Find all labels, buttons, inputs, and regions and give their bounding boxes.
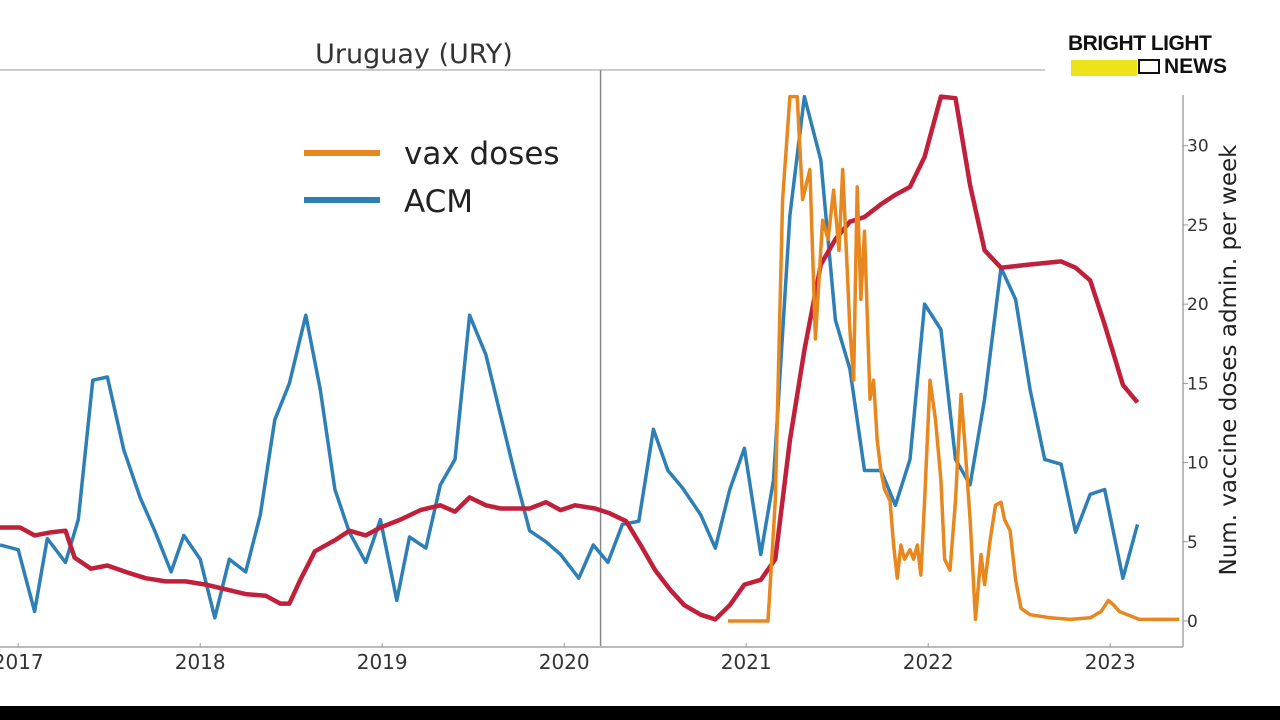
chart-title: Uruguay (URY): [315, 39, 513, 70]
bottom-bar: [0, 706, 1280, 720]
y-tick-label: 5: [1187, 533, 1198, 553]
bright-light-news-logo: BRIGHT LIGHT NEWS: [1068, 32, 1243, 80]
y-tick-label: 10: [1187, 454, 1209, 474]
x-tick-label: 2020: [539, 650, 590, 674]
legend-label-vax: vax doses: [404, 136, 560, 172]
x-tick-label: 2018: [175, 650, 226, 674]
y-tick-label: 15: [1187, 374, 1209, 394]
y-tick-label: 20: [1187, 295, 1209, 315]
series-line-vax-doses: [728, 94, 1180, 623]
flashlight-icon: [1138, 59, 1160, 74]
logo-beam: [1071, 60, 1137, 76]
x-tick-label: 2022: [903, 650, 954, 674]
y-axis-label: Num. vaccine doses admin. per week: [1216, 144, 1242, 576]
series-line-unlabeled-red: [0, 94, 1140, 622]
legend-label-acm: ACM: [404, 184, 473, 220]
logo-line1: BRIGHT LIGHT: [1068, 32, 1212, 55]
series-line-acm: [0, 94, 1140, 620]
y-tick-label: 0: [1187, 612, 1198, 632]
x-tick-label: 2021: [721, 650, 772, 674]
y-tick-label: 30: [1187, 137, 1209, 157]
legend: vax doses ACM: [304, 136, 560, 220]
x-tick-label: 2017: [0, 650, 44, 674]
x-tick-label: 2023: [1085, 650, 1136, 674]
x-tick-label: 2019: [357, 650, 408, 674]
logo-line2: NEWS: [1164, 55, 1227, 78]
y-tick-label: 25: [1187, 216, 1209, 236]
